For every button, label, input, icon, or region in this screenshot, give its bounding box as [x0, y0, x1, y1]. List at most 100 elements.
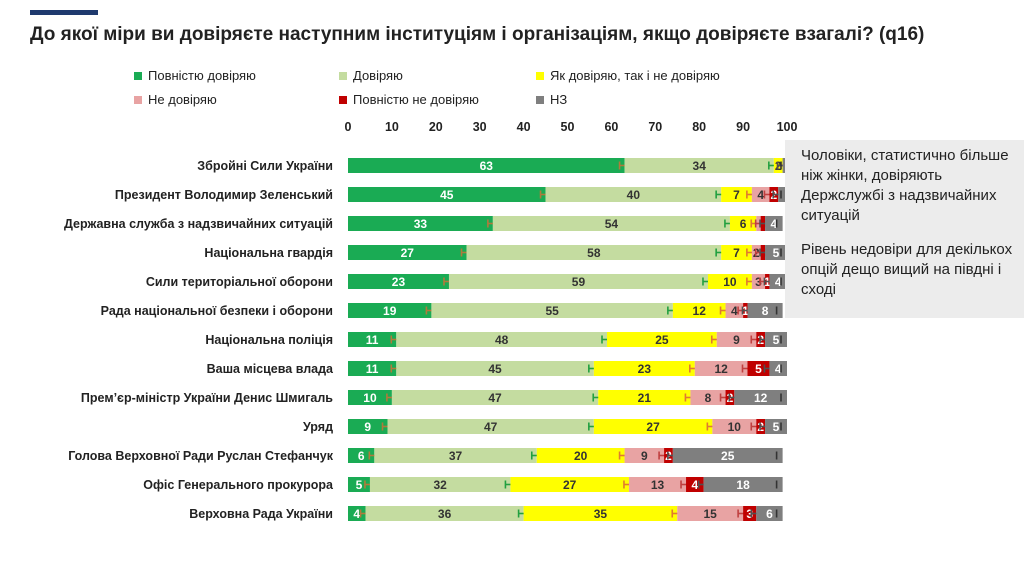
bar-segment	[729, 216, 757, 231]
category-label: Державна служба з надзвичайних ситуацій	[64, 217, 333, 231]
bar-segment	[734, 390, 787, 405]
category-label: Ваша місцева влада	[207, 362, 334, 376]
category-label: Прем’єр-міністр України Денис Шмигаль	[81, 391, 333, 405]
bar-segment	[348, 361, 397, 376]
data-label: 58	[587, 246, 601, 260]
category-label: Національна поліція	[205, 333, 333, 347]
bar-segment	[545, 187, 722, 202]
data-label: 5	[773, 420, 780, 434]
bar-segment	[492, 216, 730, 231]
bar-segment	[778, 187, 787, 202]
category-label: Офіс Генерального прокурора	[143, 478, 334, 492]
bar-segment	[628, 477, 687, 492]
data-label: 7	[733, 188, 740, 202]
data-label: 12	[693, 304, 707, 318]
bar-segment	[690, 390, 726, 405]
data-label: 27	[646, 420, 660, 434]
bar-segment	[431, 303, 673, 318]
category-label: Президент Володимир Зеленський	[115, 188, 333, 202]
bar-segment	[593, 361, 695, 376]
data-label: 21	[638, 391, 652, 405]
x-tick-label: 10	[385, 120, 399, 134]
bar-segment	[769, 361, 787, 376]
data-label: 55	[545, 304, 559, 318]
x-tick-label: 40	[517, 120, 531, 134]
data-label: 18	[736, 478, 750, 492]
bar-segment	[765, 216, 783, 231]
bar-segment	[707, 274, 752, 289]
data-label: 37	[449, 449, 463, 463]
bar-segment	[782, 158, 787, 173]
data-label: 4	[353, 507, 360, 521]
data-label: 47	[484, 420, 498, 434]
data-label: 8	[762, 304, 769, 318]
category-label: Верховна Рада України	[189, 507, 333, 521]
data-label: 10	[728, 420, 742, 434]
bar-segment	[712, 419, 757, 434]
data-label: 6	[358, 449, 365, 463]
x-tick-label: 70	[648, 120, 662, 134]
data-label: 11	[366, 333, 379, 347]
bar-segment	[694, 361, 748, 376]
bar-segment	[751, 274, 766, 289]
bar-segment	[348, 332, 397, 347]
data-label: 4	[770, 217, 777, 231]
data-label: 4	[731, 304, 738, 318]
data-label: 5	[755, 362, 762, 376]
data-label: 9	[364, 420, 371, 434]
data-label: 59	[572, 275, 586, 289]
category-label: Сили територіальної оборони	[146, 275, 333, 289]
data-label: 10	[363, 391, 377, 405]
bar-segment	[593, 419, 713, 434]
category-label: Уряд	[303, 420, 333, 434]
data-label: 47	[488, 391, 502, 405]
data-label: 15	[703, 507, 717, 521]
bar-segment	[348, 274, 449, 289]
data-label: 5	[773, 246, 780, 260]
data-label: 12	[754, 391, 768, 405]
data-label: 36	[438, 507, 452, 521]
x-tick-label: 0	[345, 120, 352, 134]
bar-segment	[374, 448, 537, 463]
data-label: 3	[746, 507, 753, 521]
data-label: 45	[440, 188, 454, 202]
data-label: 4	[775, 362, 782, 376]
data-label: 4	[691, 478, 698, 492]
data-label: 63	[480, 159, 494, 173]
bar-segment	[677, 506, 744, 521]
data-label: 9	[733, 333, 740, 347]
bar-segment	[348, 303, 432, 318]
data-label: 6	[766, 507, 773, 521]
x-tick-label: 90	[736, 120, 750, 134]
data-label: 45	[488, 362, 502, 376]
bar-segment	[607, 332, 717, 347]
bar-segment	[721, 245, 752, 260]
data-label: 54	[605, 217, 619, 231]
bar-segment	[396, 361, 594, 376]
data-label: 4	[757, 188, 764, 202]
data-label: 20	[574, 449, 588, 463]
chart-title: До якої міри ви довіряєте наступним інст…	[30, 24, 925, 45]
data-label: 40	[627, 188, 641, 202]
x-tick-label: 60	[604, 120, 618, 134]
bar-segment	[523, 506, 678, 521]
data-label: 7	[733, 246, 740, 260]
data-label: 5	[773, 333, 780, 347]
data-label: 9	[641, 449, 648, 463]
bar-segment	[624, 448, 665, 463]
bar-segment	[672, 303, 726, 318]
bar-segment	[598, 390, 691, 405]
x-tick-label: 50	[561, 120, 575, 134]
data-label: 32	[434, 478, 448, 492]
data-label: 23	[392, 275, 406, 289]
data-label: 25	[655, 333, 669, 347]
bar-segment	[703, 477, 783, 492]
bar-segment	[672, 448, 783, 463]
category-label: Рада національної безпеки і оборони	[101, 304, 333, 318]
bar-segment	[348, 216, 493, 231]
bar-segment	[396, 332, 608, 347]
bar-segment	[348, 245, 467, 260]
bar-segment	[716, 332, 757, 347]
bar-segment	[510, 477, 629, 492]
